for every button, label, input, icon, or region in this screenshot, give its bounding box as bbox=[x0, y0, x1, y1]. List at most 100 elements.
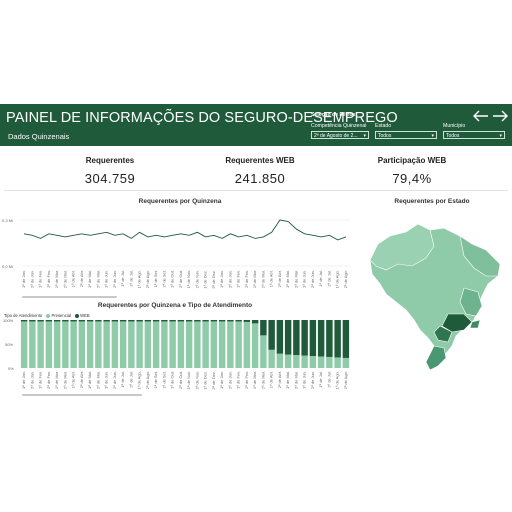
filter-select-estado[interactable]: Todos ▾ bbox=[375, 131, 437, 139]
bar-segment-presencial[interactable] bbox=[86, 321, 94, 368]
x-tick-label: 2ª de Mai. bbox=[95, 371, 100, 389]
bar-segment-presencial[interactable] bbox=[70, 321, 77, 368]
bar-segment-presencial[interactable] bbox=[243, 321, 251, 368]
bar-segment-presencial[interactable] bbox=[210, 321, 218, 368]
bar-segment-presencial[interactable] bbox=[309, 356, 317, 368]
bar-segment-presencial[interactable] bbox=[268, 349, 275, 368]
x-tick-label: 1ª de Abr. bbox=[269, 270, 274, 287]
x-tick-label: 2ª de Ago. bbox=[145, 371, 150, 389]
bar-segment-web[interactable] bbox=[185, 320, 193, 322]
bar-segment-presencial[interactable] bbox=[342, 357, 350, 368]
scrollbar-line-chart[interactable] bbox=[22, 296, 117, 298]
bar-segment-presencial[interactable] bbox=[227, 321, 234, 368]
bar-segment-presencial[interactable] bbox=[194, 321, 201, 368]
bar-segment-presencial[interactable] bbox=[29, 321, 36, 368]
x-tick-label: 1ª de Jun. bbox=[104, 270, 109, 288]
bar-segment-presencial[interactable] bbox=[111, 321, 119, 368]
bar-segment-presencial[interactable] bbox=[276, 353, 284, 368]
arrow-left-icon[interactable] bbox=[473, 110, 489, 122]
bar-segment-web[interactable] bbox=[276, 320, 284, 354]
bar-segment-presencial[interactable] bbox=[78, 321, 86, 368]
bar-segment-presencial[interactable] bbox=[317, 356, 325, 368]
bar-segment-web[interactable] bbox=[136, 320, 143, 322]
x-tick-label: 1ª de Jun. bbox=[302, 371, 307, 389]
bar-segment-web[interactable] bbox=[152, 320, 160, 322]
bar-segment-presencial[interactable] bbox=[169, 321, 176, 368]
bar-segment-presencial[interactable] bbox=[62, 321, 69, 368]
bar-segment-web[interactable] bbox=[342, 320, 350, 358]
bar-segment-presencial[interactable] bbox=[136, 321, 143, 368]
arrow-right-icon[interactable] bbox=[492, 110, 508, 122]
bar-segment-presencial[interactable] bbox=[103, 321, 110, 368]
bar-segment-web[interactable] bbox=[20, 320, 28, 322]
bar-segment-web[interactable] bbox=[210, 320, 218, 322]
bar-segment-presencial[interactable] bbox=[20, 321, 28, 368]
bar-segment-presencial[interactable] bbox=[144, 321, 152, 368]
bar-segment-presencial[interactable] bbox=[326, 356, 333, 368]
bar-segment-web[interactable] bbox=[119, 320, 127, 322]
x-tick-label: 1ª de Jul. bbox=[120, 270, 125, 287]
bar-segment-presencial[interactable] bbox=[284, 354, 292, 368]
bar-segment-presencial[interactable] bbox=[152, 321, 160, 368]
y-tick-label-0: 0% bbox=[8, 366, 14, 371]
bar-segment-presencial[interactable] bbox=[161, 321, 168, 368]
x-tick-label: 2ª de Jan. bbox=[29, 270, 34, 288]
bar-segment-presencial[interactable] bbox=[218, 321, 226, 368]
bar-segment-web[interactable] bbox=[251, 320, 259, 324]
bar-segment-web[interactable] bbox=[235, 320, 242, 322]
x-tick-label: 2ª de Abr. bbox=[79, 371, 84, 388]
bar-segment-web[interactable] bbox=[309, 320, 317, 356]
bar-segment-presencial[interactable] bbox=[260, 335, 267, 368]
filter-select-municipio[interactable]: Todos ▾ bbox=[443, 131, 505, 139]
bar-segment-web[interactable] bbox=[169, 320, 176, 322]
bar-segment-presencial[interactable] bbox=[53, 321, 61, 368]
bar-segment-presencial[interactable] bbox=[293, 355, 300, 368]
bar-segment-web[interactable] bbox=[95, 320, 102, 322]
bar-segment-presencial[interactable] bbox=[128, 321, 135, 368]
bar-segment-web[interactable] bbox=[103, 320, 110, 322]
bar-segment-web[interactable] bbox=[53, 320, 61, 322]
bar-segment-presencial[interactable] bbox=[301, 355, 308, 368]
bar-segment-web[interactable] bbox=[260, 320, 267, 336]
bar-segment-web[interactable] bbox=[78, 320, 86, 322]
bar-segment-web[interactable] bbox=[161, 320, 168, 322]
bar-segment-presencial[interactable] bbox=[251, 323, 259, 368]
bar-segment-web[interactable] bbox=[301, 320, 308, 356]
bar-segment-web[interactable] bbox=[227, 320, 234, 322]
bar-segment-web[interactable] bbox=[177, 320, 185, 322]
bar-segment-web[interactable] bbox=[284, 320, 292, 355]
bar-segment-presencial[interactable] bbox=[235, 321, 242, 368]
bar-segment-web[interactable] bbox=[194, 320, 201, 322]
bar-segment-presencial[interactable] bbox=[95, 321, 102, 368]
bar-segment-web[interactable] bbox=[334, 320, 341, 358]
bar-segment-web[interactable] bbox=[326, 320, 333, 357]
bar-segment-presencial[interactable] bbox=[45, 321, 53, 368]
bar-segment-web[interactable] bbox=[268, 320, 275, 350]
scrollbar-bar-chart[interactable] bbox=[22, 394, 142, 396]
bar-segment-web[interactable] bbox=[202, 320, 209, 322]
bar-segment-web[interactable] bbox=[37, 320, 44, 322]
bar-segment-web[interactable] bbox=[86, 320, 94, 322]
map-state-sao-paulo bbox=[441, 313, 473, 333]
bar-segment-web[interactable] bbox=[218, 320, 226, 322]
bar-segment-web[interactable] bbox=[29, 320, 36, 322]
bar-segment-presencial[interactable] bbox=[202, 321, 209, 368]
bar-segment-web[interactable] bbox=[62, 320, 69, 322]
bar-segment-web[interactable] bbox=[70, 320, 77, 322]
bar-segment-web[interactable] bbox=[243, 320, 251, 322]
bar-segment-web[interactable] bbox=[144, 320, 152, 322]
bar-segment-presencial[interactable] bbox=[185, 321, 193, 368]
filter-select-competencia[interactable]: 2ª de Agosto de 2... ▾ bbox=[311, 131, 369, 139]
bar-segment-web[interactable] bbox=[111, 320, 119, 322]
bar-segment-web[interactable] bbox=[317, 320, 325, 357]
bar-segment-web[interactable] bbox=[293, 320, 300, 356]
chevron-down-icon: ▾ bbox=[499, 133, 502, 139]
bar-segment-presencial[interactable] bbox=[37, 321, 44, 368]
bar-segment-web[interactable] bbox=[128, 320, 135, 322]
bar-segment-presencial[interactable] bbox=[119, 321, 127, 368]
bar-segment-presencial[interactable] bbox=[177, 321, 185, 368]
x-tick-label: 1ª de Mai. bbox=[285, 270, 290, 288]
x-tick-label: 2ª de Mar. bbox=[62, 270, 67, 288]
bar-segment-web[interactable] bbox=[45, 320, 53, 322]
bar-segment-presencial[interactable] bbox=[334, 357, 341, 368]
